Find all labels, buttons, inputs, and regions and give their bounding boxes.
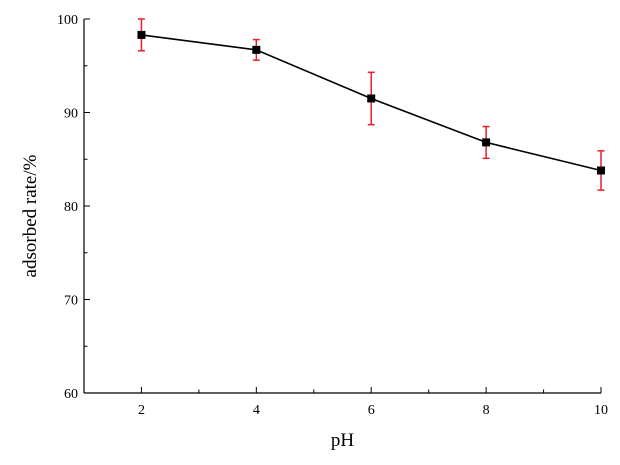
data-point: [252, 45, 261, 54]
y-axis-title: adsorbed rate/%: [20, 154, 41, 277]
x-tick-label: 8: [483, 403, 490, 418]
series-layer: [137, 18, 605, 191]
y-tick-label: 80: [64, 200, 78, 215]
x-tick-label: 2: [138, 403, 145, 418]
y-tick-label: 100: [57, 13, 78, 28]
y-tick-label: 90: [64, 107, 78, 122]
x-tick-label: 4: [253, 403, 260, 418]
x-tick-label: 6: [368, 403, 375, 418]
y-tick-label: 60: [64, 387, 78, 402]
data-point: [137, 30, 146, 39]
y-ticks: 60 70 80 90 100: [57, 13, 90, 402]
x-axis-title: pH: [331, 430, 355, 451]
x-tick-label: 10: [594, 403, 608, 418]
data-point: [482, 138, 491, 147]
data-point: [597, 166, 605, 175]
x-ticks: 2 4 6 8 10: [83, 387, 608, 418]
data-point: [367, 94, 376, 103]
y-tick-label: 70: [64, 294, 78, 309]
axes: [83, 19, 601, 394]
